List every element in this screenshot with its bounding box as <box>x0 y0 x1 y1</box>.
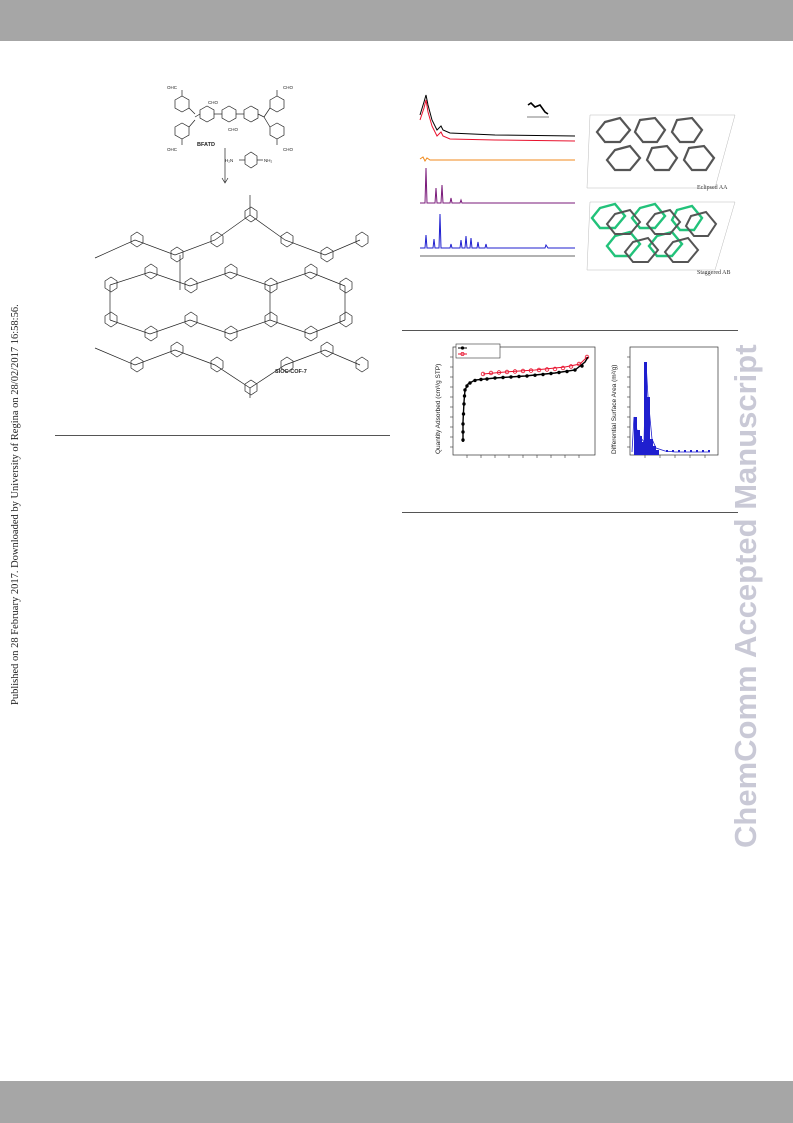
product-label: SIOC-COF-7 <box>275 369 307 375</box>
pxrd-figure: Eclipsed AA Staggered AB <box>419 94 736 276</box>
pxrd-simulated-blue <box>420 213 575 249</box>
cof-network <box>94 195 369 398</box>
desorption-curve <box>482 356 588 375</box>
synthesis-scheme: CHO CHO CHO CHO OHC OHC BFATD H₂N NH₂ SI… <box>94 85 369 398</box>
pore-ylabel: Differential Surface Area (m²/g) <box>611 365 618 454</box>
isotherm-plot: Quantity Adsorbed (cm³/g STP) <box>435 343 596 458</box>
monomer-label: BFATD <box>197 142 215 148</box>
cho-label-2: CHO <box>283 147 293 152</box>
pore-size-plot: Differential Surface Area (m²/g) <box>611 346 719 458</box>
sorption-figure: Quantity Adsorbed (cm³/g STP) Differenti… <box>435 343 719 458</box>
pxrd-experimental-black <box>419 94 576 137</box>
header-band <box>0 0 793 41</box>
eclipsed-aa-model <box>586 114 736 189</box>
pxrd-simulated-orange <box>419 156 575 162</box>
ohc-label-1: OHC <box>167 85 178 90</box>
watermark-text: ChemComm Accepted Manuscript <box>728 344 763 848</box>
accepted-manuscript-watermark: ChemComm Accepted Manuscript <box>728 344 763 848</box>
amine-label-left: H₂N <box>225 158 233 163</box>
staggered-ab-label: Staggered AB <box>697 270 731 276</box>
monomer-structure <box>174 90 285 145</box>
figure3-caption-rule <box>402 512 738 513</box>
isotherm-ylabel: Quantity Adsorbed (cm³/g STP) <box>435 364 442 454</box>
staggered-ab-model <box>586 201 736 271</box>
ohc-label-2: OHC <box>167 147 178 152</box>
cho-label-4: CHO <box>228 127 238 132</box>
pxrd-simulated-purple <box>420 167 575 204</box>
footer-band <box>0 1081 793 1123</box>
scheme-caption-rule <box>55 435 390 436</box>
pxrd-experimental-red <box>419 99 576 142</box>
publication-note: Published on 28 February 2017. Downloade… <box>10 304 21 705</box>
diamine-ring <box>244 151 258 169</box>
figure2-caption-rule <box>402 330 738 331</box>
eclipsed-aa-label: Eclipsed AA <box>697 185 728 191</box>
cho-label-1: CHO <box>283 85 293 90</box>
adsorption-curve <box>462 356 589 442</box>
cho-label-3: CHO <box>208 100 218 105</box>
publication-note-text: Published on 28 February 2017. Downloade… <box>10 304 21 705</box>
amine-label-right: NH₂ <box>264 158 272 163</box>
isotherm-legend <box>455 343 501 359</box>
